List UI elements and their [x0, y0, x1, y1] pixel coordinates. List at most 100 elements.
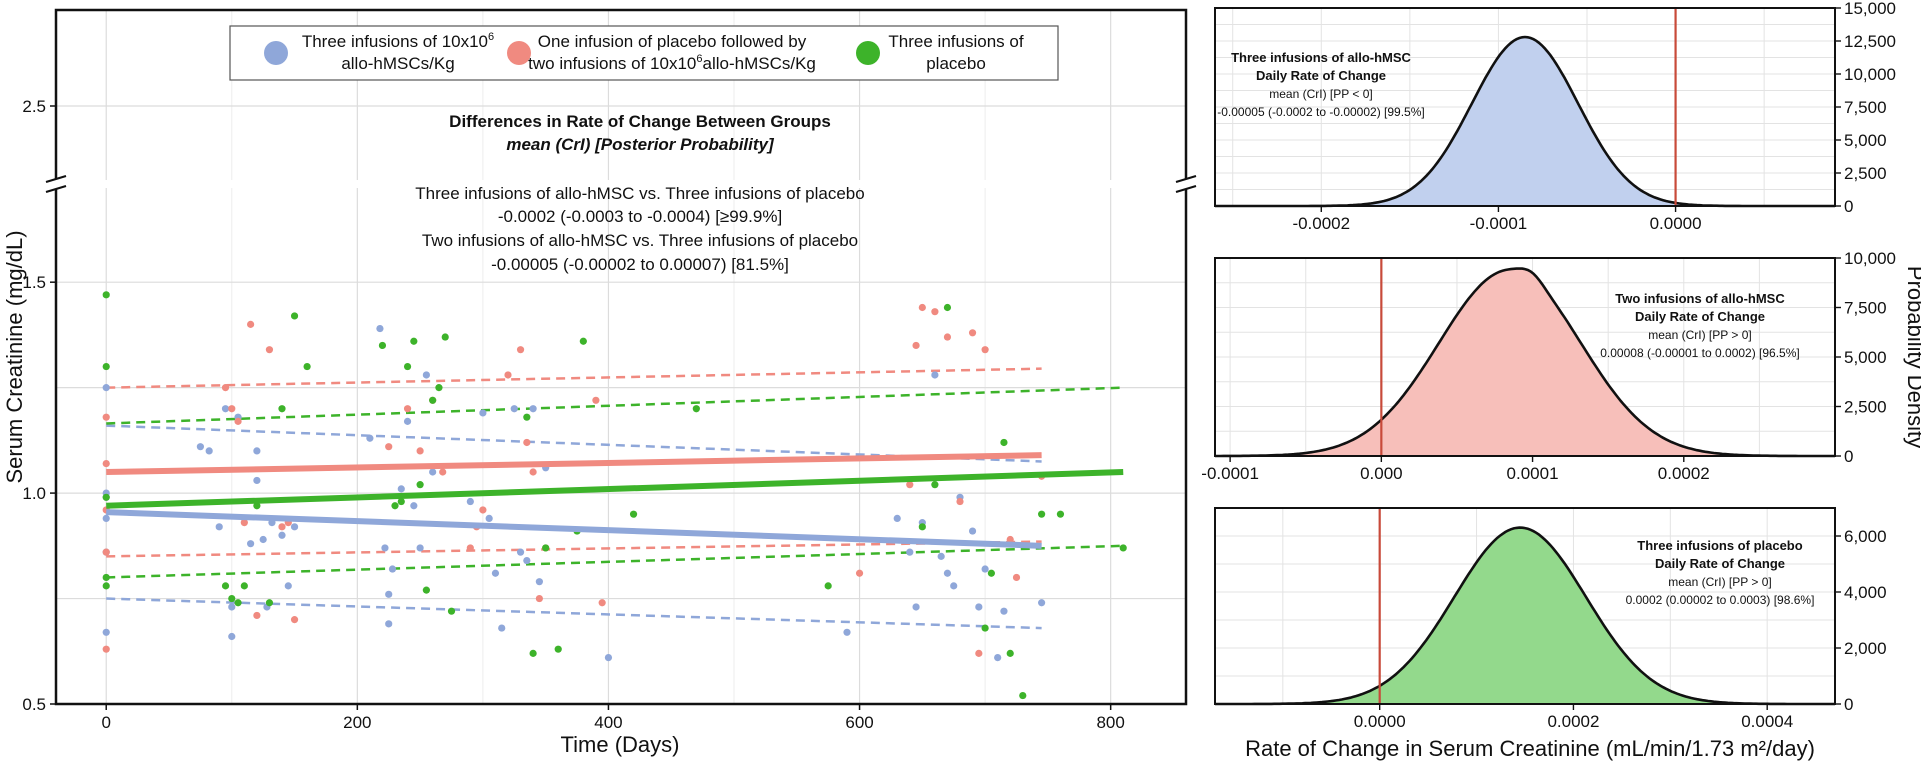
legend-label-green-line1: Three infusions of: [888, 32, 1023, 51]
axis-break-mask-right: [1176, 179, 1196, 189]
legend-box: [229, 25, 1059, 81]
y-tick-label: 0.5: [22, 695, 46, 714]
green-point: [692, 405, 700, 413]
blue-point: [290, 523, 299, 531]
red-point: [102, 645, 110, 653]
red-point: [385, 443, 393, 451]
density-y-tick-label: 2,500: [1844, 398, 1887, 417]
blue-point: [278, 531, 286, 539]
blue-point: [604, 654, 613, 662]
y-axis-break-marks: [45, 174, 1197, 194]
green-point: [542, 544, 550, 552]
blue-point: [366, 434, 374, 442]
red-point: [290, 616, 299, 624]
red-point: [912, 341, 920, 350]
red-fit-line: [106, 452, 1042, 475]
green-point: [391, 502, 399, 510]
blue-point: [422, 371, 430, 379]
blue-point: [253, 476, 261, 485]
green-ci-lower: [106, 544, 1124, 579]
density-3-stat-label: mean (CrI) [PP > 0]: [1668, 575, 1771, 589]
green-point: [529, 649, 537, 657]
density-y-tick-label: 5,000: [1844, 348, 1887, 367]
x-tick-label: 200: [343, 713, 371, 732]
green-point: [234, 599, 242, 607]
green-point: [397, 497, 405, 506]
red-point: [240, 519, 248, 527]
blue-point: [196, 443, 204, 451]
red-point: [466, 544, 474, 552]
density-1-subtitle: Daily Rate of Change: [1256, 68, 1386, 83]
blue-point: [102, 628, 110, 636]
green-point: [410, 337, 418, 345]
blue-point: [893, 514, 901, 523]
green-point: [102, 573, 110, 582]
red-point: [535, 594, 543, 603]
blue-point: [228, 603, 236, 611]
density-3-frame: [1214, 507, 1836, 705]
blue-point: [388, 565, 397, 573]
x-tick-label: 800: [1096, 713, 1124, 732]
y-axis-label: Serum Creatinine (mg/dL): [2, 230, 27, 483]
blue-fit-line: [106, 509, 1042, 549]
green-point: [240, 582, 248, 590]
blue-point: [994, 654, 1002, 662]
density-y-tick-label: 0: [1844, 447, 1853, 466]
green-point: [579, 337, 587, 345]
green-point: [278, 405, 286, 413]
density-y-tick-label: 0: [1844, 695, 1853, 714]
density-3-ticks: 0.0000 0.0002 0.0004 0 2,000 4,000 6,000: [1354, 527, 1887, 731]
blue-point: [516, 548, 525, 556]
x-tick-label: 400: [594, 713, 622, 732]
red-point: [592, 396, 600, 404]
blue-point: [1038, 599, 1046, 607]
red-point: [855, 569, 864, 577]
blue-point: [466, 497, 474, 506]
green-point: [422, 586, 430, 594]
blue-point: [943, 569, 952, 577]
scatter-gridlines: [56, 10, 1186, 704]
density-x-tick-label: 0.000: [1360, 464, 1403, 483]
green-point: [931, 481, 939, 489]
density-panel-1: -0.0002 -0.0001 0.0000 0 2,500 5,000 7,500 10,0…: [1214, 0, 1896, 233]
blue-point: [510, 405, 518, 413]
green-point: [102, 291, 110, 299]
green-point: [429, 396, 437, 404]
blue-point: [102, 514, 110, 523]
green-fit-line: [106, 469, 1124, 509]
comparison-1-value: -0.0002 (-0.0003 to -0.0004) [≥99.9%]: [498, 207, 782, 226]
y-tick-label: 2.5: [22, 97, 46, 116]
red-point: [102, 413, 110, 421]
blue-point: [429, 468, 437, 476]
comparison-2-label: Two infusions of allo-hMSC vs. Three inf…: [422, 231, 858, 250]
blue-point: [491, 569, 500, 577]
green-point: [523, 413, 531, 421]
legend-swatch-green: [856, 41, 880, 65]
x-axis-label: Time (Days): [561, 732, 680, 757]
comparison-2-value: -0.00005 (-0.00002 to 0.00007) [81.5%]: [491, 255, 789, 274]
density-y-tick-label: 2,000: [1844, 639, 1887, 658]
legend-label-blue-line2: allo-hMSCs/Kg: [341, 54, 454, 73]
x-tick-label: 600: [845, 713, 873, 732]
density-x-tick-label: 0.0001: [1507, 464, 1559, 483]
green-point: [303, 362, 311, 371]
blue-point: [843, 628, 851, 636]
density-y-tick-label: 10,000: [1844, 65, 1896, 84]
red-point: [523, 438, 531, 447]
blue-point: [259, 535, 267, 544]
density-y-tick-label: 7,500: [1844, 299, 1887, 318]
blue-point: [529, 405, 537, 413]
blue-point: [385, 590, 393, 598]
red-point: [975, 649, 983, 657]
density-1-ticks: -0.0002 -0.0001 0.0000 0 2,500 5,000 7,500 10,0…: [1292, 0, 1896, 233]
y-tick-label: 1.0: [22, 484, 46, 503]
red-point: [504, 371, 512, 379]
green-point: [1019, 691, 1027, 700]
blue-point: [1000, 607, 1008, 615]
red-point: [981, 346, 989, 354]
density-x-tick-label: -0.0002: [1292, 214, 1350, 233]
green-point: [102, 362, 110, 371]
red-point: [1012, 573, 1021, 582]
red-ci-lower: [106, 540, 1042, 558]
